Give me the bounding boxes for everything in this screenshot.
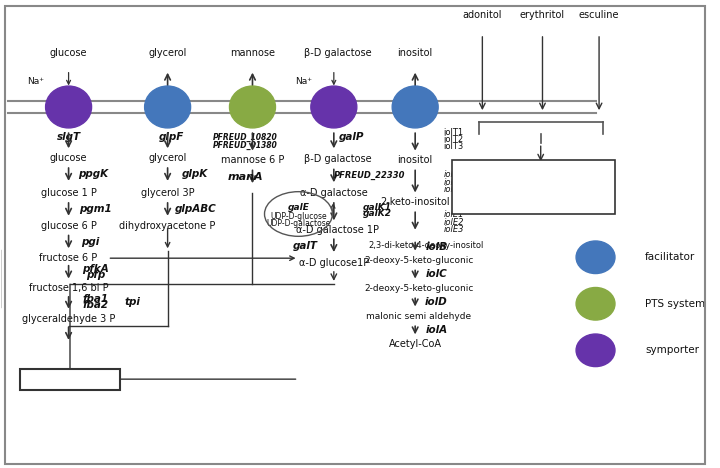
Text: pathways: pathways (508, 185, 559, 195)
Ellipse shape (392, 86, 438, 128)
Ellipse shape (230, 86, 276, 128)
Text: iolT1: iolT1 (444, 128, 464, 137)
Text: iolE2: iolE2 (444, 218, 464, 227)
Text: glpF: glpF (158, 132, 184, 142)
Text: esculine: esculine (579, 10, 619, 20)
Text: glucose 6 P: glucose 6 P (40, 220, 96, 231)
Ellipse shape (576, 287, 615, 320)
Text: Acetyl-CoA: Acetyl-CoA (389, 339, 441, 349)
Text: galK1: galK1 (363, 203, 392, 212)
Text: fructose 6 P: fructose 6 P (40, 253, 98, 263)
Text: glpK: glpK (181, 169, 207, 179)
Text: inositol: inositol (397, 155, 433, 166)
Text: adonitol: adonitol (463, 10, 502, 20)
Text: iolB: iolB (426, 241, 447, 252)
Text: galK2: galK2 (363, 210, 392, 219)
Text: β-D galactose: β-D galactose (304, 154, 372, 164)
Text: galP: galP (339, 132, 364, 142)
Text: PFREUD_01380: PFREUD_01380 (213, 140, 278, 150)
Text: pfkA: pfkA (82, 264, 109, 274)
Text: pgi: pgi (81, 237, 99, 247)
Ellipse shape (45, 86, 91, 128)
Text: iolA: iolA (426, 325, 447, 335)
Text: glucose: glucose (50, 153, 87, 163)
Ellipse shape (576, 334, 615, 366)
Text: manA: manA (228, 172, 264, 182)
FancyBboxPatch shape (452, 161, 616, 214)
Text: mannose: mannose (230, 49, 275, 58)
Text: glyceraldehyde 3 P: glyceraldehyde 3 P (22, 314, 115, 324)
Text: glucose 1 P: glucose 1 P (40, 188, 96, 198)
Text: glycerol 3P: glycerol 3P (141, 188, 194, 198)
Text: mannose 6 P: mannose 6 P (221, 155, 284, 166)
Text: PFREUD_10820: PFREUD_10820 (213, 132, 278, 142)
Text: facilitator: facilitator (645, 252, 696, 262)
Text: iolC: iolC (426, 270, 447, 279)
Text: galE: galE (287, 203, 310, 212)
Text: iol: iol (444, 170, 454, 179)
Text: α-D galactose: α-D galactose (300, 188, 368, 198)
Text: tpi: tpi (125, 297, 140, 307)
Text: UDP-D-galactose: UDP-D-galactose (266, 219, 330, 228)
Text: inositol: inositol (397, 49, 433, 58)
Ellipse shape (145, 86, 191, 128)
Text: pfp: pfp (86, 271, 105, 280)
Text: α-D galactose 1P: α-D galactose 1P (296, 225, 379, 235)
Text: iolT3: iolT3 (444, 142, 464, 151)
Text: glycerol: glycerol (148, 153, 186, 163)
Text: UDP-D-glucose: UDP-D-glucose (270, 212, 327, 221)
Text: PTS system: PTS system (645, 299, 705, 309)
Text: iolG1: iolG1 (444, 178, 465, 187)
FancyBboxPatch shape (20, 369, 120, 390)
Text: dihydroxyacetone P: dihydroxyacetone P (120, 220, 216, 231)
Text: galT: galT (293, 241, 318, 251)
Text: 2-keto-inositol: 2-keto-inositol (380, 197, 450, 207)
Text: malonic semi aldehyde: malonic semi aldehyde (366, 312, 472, 321)
Text: glucose: glucose (50, 49, 87, 58)
Text: β-D galactose: β-D galactose (304, 49, 372, 58)
Text: 2,3-di-keto-4-deoxy-inositol: 2,3-di-keto-4-deoxy-inositol (368, 241, 483, 250)
Text: fructose 1,6 bi P: fructose 1,6 bi P (29, 284, 109, 293)
Text: Na⁺: Na⁺ (296, 77, 312, 86)
Text: α-D glucose1P: α-D glucose1P (299, 258, 369, 268)
Text: glycerol: glycerol (148, 49, 186, 58)
Text: pgm1: pgm1 (79, 205, 112, 214)
Text: 2-deoxy-5-keto-gluconic: 2-deoxy-5-keto-gluconic (364, 256, 473, 265)
Text: iolE1: iolE1 (444, 211, 464, 219)
Text: glpABC: glpABC (175, 205, 217, 214)
Text: erythritol: erythritol (520, 10, 565, 20)
Text: fba1: fba1 (82, 293, 109, 304)
Ellipse shape (576, 241, 615, 273)
Text: fba2: fba2 (82, 300, 109, 310)
Text: iolD: iolD (425, 297, 448, 307)
Text: ppgK: ppgK (78, 169, 109, 179)
Text: iolE3: iolE3 (444, 225, 464, 234)
Text: slgT: slgT (57, 132, 81, 142)
Text: iolG2: iolG2 (444, 185, 465, 194)
Text: PFREUD_22330: PFREUD_22330 (333, 171, 405, 181)
Text: GLYCOLYSIS: GLYCOLYSIS (36, 374, 104, 384)
Text: symporter: symporter (645, 345, 699, 355)
Text: iolT2: iolT2 (444, 135, 464, 144)
Text: 2-deoxy-5-keto-gluconic: 2-deoxy-5-keto-gluconic (364, 284, 473, 293)
Ellipse shape (311, 86, 357, 128)
Text: Na⁺: Na⁺ (27, 77, 44, 86)
Text: Non identified catabolic: Non identified catabolic (471, 178, 595, 188)
